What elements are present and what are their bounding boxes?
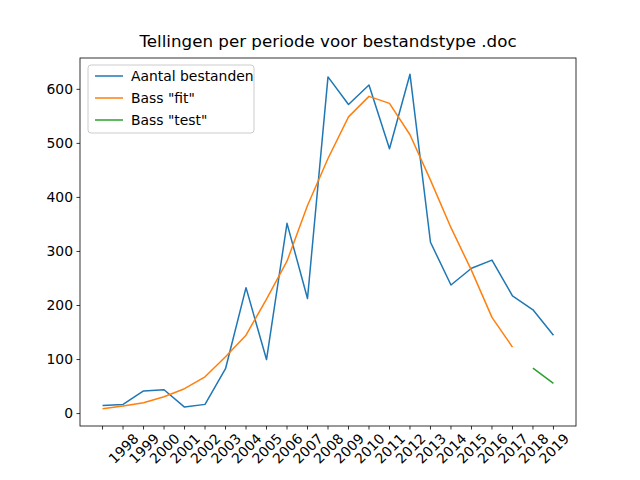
y-tick (77, 305, 81, 306)
legend-swatch (95, 97, 123, 99)
y-tick (77, 413, 81, 414)
x-tick (512, 426, 513, 430)
x-tick (225, 426, 226, 430)
x-tick (471, 426, 472, 430)
y-tick-label: 600 (46, 81, 73, 97)
y-tick-label: 100 (46, 351, 73, 367)
y-tick (77, 197, 81, 198)
y-tick-label: 500 (46, 135, 73, 151)
x-tick (123, 426, 124, 430)
x-tick (368, 426, 369, 430)
x-tick (328, 426, 329, 430)
x-tick (348, 426, 349, 430)
x-tick (307, 426, 308, 430)
series-line (103, 96, 513, 408)
x-tick (409, 426, 410, 430)
x-tick (287, 426, 288, 430)
legend-swatch (95, 75, 123, 77)
x-tick (205, 426, 206, 430)
chart: Tellingen per periode voor bestandstype … (0, 0, 640, 480)
x-tick (246, 426, 247, 430)
y-tick-label: 300 (46, 243, 73, 259)
x-tick-label: 2019 (536, 430, 572, 466)
axes-frame (80, 58, 576, 426)
title: Tellingen per periode voor bestandstype … (138, 31, 516, 51)
x-tick (491, 426, 492, 430)
x-tick (266, 426, 267, 430)
legend-box (88, 65, 254, 133)
x-tick (430, 426, 431, 430)
x-tick (184, 426, 185, 430)
y-tick (77, 251, 81, 252)
legend-swatch (95, 119, 123, 121)
legend-label: Bass "fit" (131, 90, 195, 106)
y-tick (77, 359, 81, 360)
x-tick (532, 426, 533, 430)
legend-label: Aantal bestanden (131, 68, 254, 84)
x-tick (164, 426, 165, 430)
x-tick (102, 426, 103, 430)
x-tick (553, 426, 554, 430)
x-tick (389, 426, 390, 430)
y-tick-label: 400 (46, 189, 73, 205)
y-tick-label: 0 (64, 405, 73, 421)
plot-area (103, 74, 554, 409)
y-tick (77, 143, 81, 144)
series-line (103, 74, 554, 407)
legend-label: Bass "test" (131, 112, 207, 128)
x-tick (450, 426, 451, 430)
x-tick (143, 426, 144, 430)
y-tick (77, 89, 81, 90)
y-tick-label: 200 (46, 297, 73, 313)
series-line (533, 368, 553, 383)
